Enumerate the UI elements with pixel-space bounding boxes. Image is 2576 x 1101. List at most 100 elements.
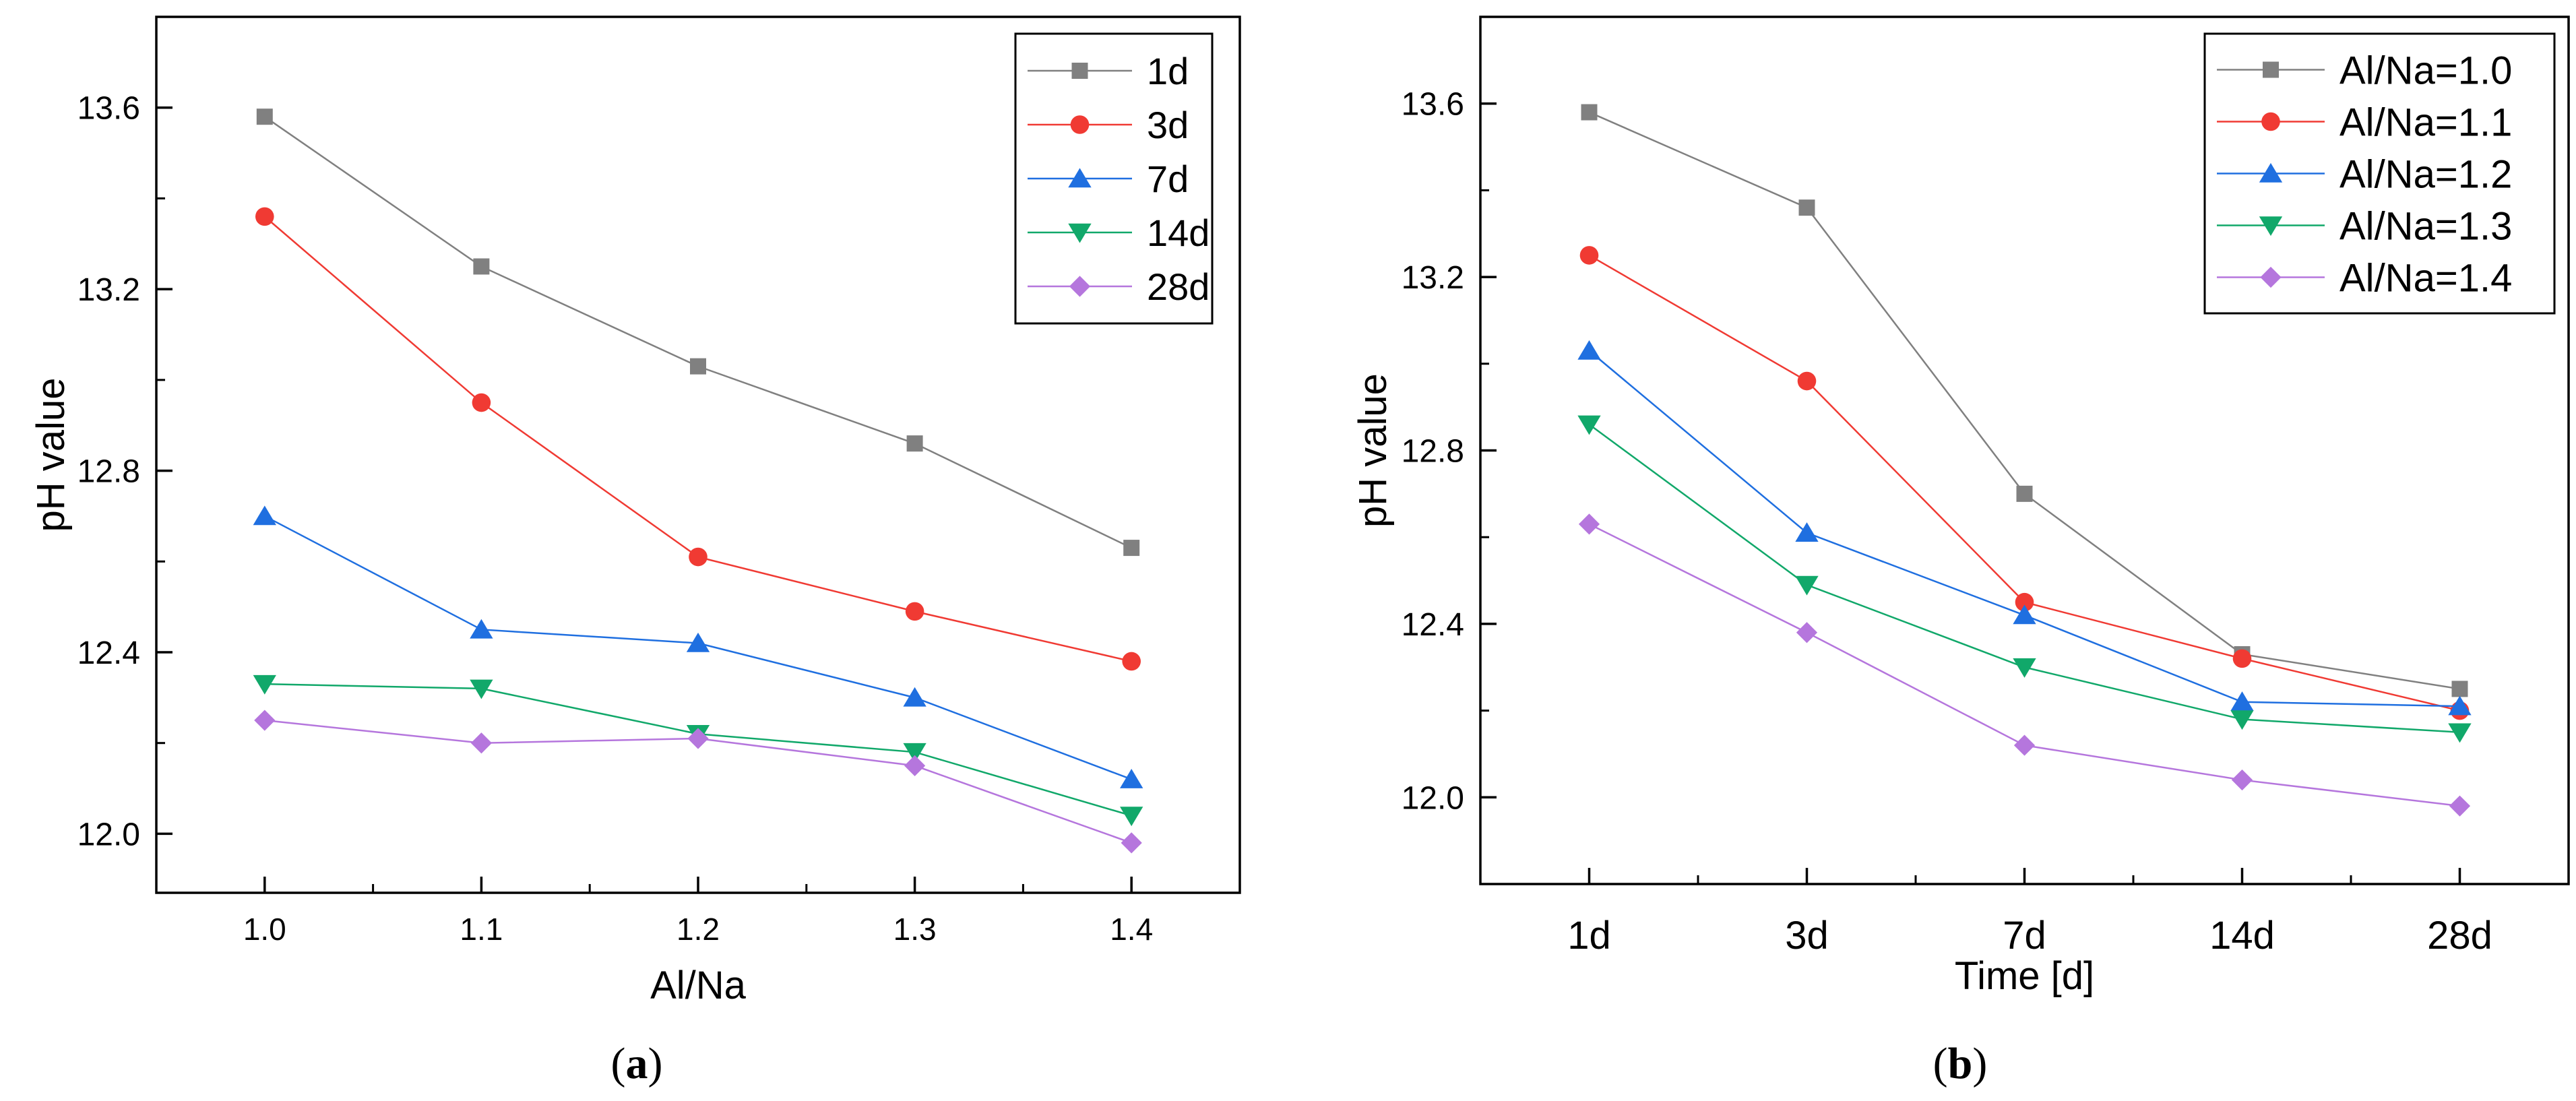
- legend: Al/Na=1.0 Al/Na=1.1 Al/Na=1.2 Al/Na=1.3 Al/N…: [2203, 32, 2556, 315]
- y-tick-label: 13.2: [77, 272, 140, 308]
- legend-label: 7d: [1147, 158, 1189, 200]
- y-tick-label: 13.6: [1402, 87, 1464, 123]
- series-Al/Na=1.3: [1577, 415, 2472, 743]
- legend-label: Al/Na=1.4: [2339, 256, 2512, 300]
- series-Al/Na=1.2: [1577, 340, 2472, 716]
- y-tick-label: 12.0: [1402, 780, 1464, 816]
- data-point: [1120, 769, 1143, 788]
- data-point: [1121, 832, 1142, 854]
- data-point: [687, 728, 709, 749]
- panel-letter: b: [1948, 1039, 1973, 1088]
- data-point: [470, 732, 492, 754]
- data-point: [2231, 769, 2253, 791]
- x-tick-label: 14d: [2209, 914, 2275, 957]
- x-axis-label: Time [d]: [1955, 954, 2094, 998]
- x-tick-label: 28d: [2427, 914, 2492, 957]
- data-point: [906, 435, 923, 452]
- data-point: [2448, 695, 2472, 716]
- series-7d: [253, 505, 1143, 788]
- data-point: [903, 743, 926, 763]
- series-28d: [254, 710, 1142, 854]
- data-point: [1120, 807, 1143, 827]
- legend-marker: [1068, 168, 1092, 188]
- y-axis-label: pH value: [1351, 373, 1395, 528]
- data-point: [2016, 485, 2033, 502]
- legend: 1d 3d 7d 14d 28d: [1014, 32, 1214, 325]
- legend-marker: [1069, 276, 1091, 297]
- y-tick-label: 13.2: [1402, 260, 1464, 296]
- data-point: [2232, 649, 2252, 668]
- legend-marker: [1070, 115, 1090, 134]
- y-tick-label: 13.6: [77, 91, 140, 127]
- data-point: [253, 505, 276, 526]
- data-point: [2230, 710, 2254, 730]
- data-point: [1798, 199, 1815, 216]
- data-point: [1578, 513, 1600, 535]
- legend-label: 1d: [1147, 50, 1189, 92]
- data-point: [2013, 734, 2036, 756]
- x-axis-label: Al/Na: [650, 964, 747, 1007]
- data-point: [686, 632, 710, 652]
- data-point: [2448, 723, 2472, 743]
- legend-marker: [1071, 63, 1088, 79]
- y-tick-label: 12.4: [1402, 607, 1464, 643]
- data-point: [2015, 592, 2034, 612]
- legend-marker: [2260, 266, 2282, 288]
- data-point: [1581, 104, 1598, 121]
- x-tick-label: 1d: [1567, 914, 1611, 957]
- panel-letter: a: [626, 1039, 648, 1088]
- legend-marker: [2263, 61, 2279, 78]
- panel-caption: (b): [1933, 1039, 1988, 1088]
- x-tick-label: 1.0: [243, 912, 286, 947]
- series-line: [1588, 423, 2460, 734]
- series-Al/Na=1.0: [1581, 104, 2468, 697]
- y-tick-label: 12.8: [1402, 434, 1464, 470]
- data-point: [1577, 415, 1601, 435]
- data-point: [1797, 371, 1817, 391]
- data-point: [254, 710, 276, 731]
- x-tick-label: 1.3: [893, 912, 937, 947]
- legend-marker: [2259, 216, 2283, 237]
- data-point: [472, 393, 491, 412]
- data-point: [1577, 340, 1601, 360]
- data-point: [473, 258, 490, 275]
- series-line: [1588, 254, 2460, 712]
- data-point: [689, 547, 708, 567]
- legend-marker: [2261, 112, 2280, 131]
- y-tick-label: 12.8: [77, 454, 140, 490]
- panel-caption: (a): [611, 1039, 663, 1088]
- data-point: [1122, 652, 1141, 671]
- data-point: [1123, 540, 1140, 557]
- series-Al/Na=1.1: [1579, 246, 2470, 720]
- data-point: [2013, 604, 2036, 625]
- data-point: [690, 358, 706, 375]
- legend-label: 28d: [1147, 265, 1210, 308]
- data-point: [2013, 658, 2036, 678]
- data-point: [1579, 246, 1599, 265]
- x-tick-label: 1.2: [677, 912, 720, 947]
- data-point: [470, 679, 493, 699]
- data-point: [2451, 681, 2468, 697]
- data-point: [2230, 691, 2254, 711]
- series-line: [1588, 350, 2460, 707]
- series-14d: [253, 674, 1143, 827]
- series-Al/Na=1.4: [1578, 513, 2471, 817]
- x-tick-label: 3d: [1785, 914, 1829, 957]
- x-tick-label: 7d: [2003, 914, 2046, 957]
- legend-label: Al/Na=1.0: [2339, 49, 2512, 92]
- legend-label: 14d: [1147, 212, 1210, 254]
- data-point: [905, 602, 924, 621]
- legend-label: Al/Na=1.3: [2339, 204, 2512, 248]
- series-line: [263, 216, 1132, 662]
- legend-label: Al/Na=1.1: [2339, 100, 2512, 144]
- chart-panel-b: 12.0 12.4 12.8 13.2 13.6 1d 3d 7d 14d 28d Time [d]…: [1351, 15, 2570, 1088]
- y-axis-label: pH value: [29, 378, 73, 532]
- chart-panel-a: 12.0 12.4 12.8 13.2 13.6 1.0 1.1 1.2 1.3 1.4 Al/Na…: [29, 15, 1241, 1088]
- data-point: [903, 687, 926, 707]
- data-point: [1796, 622, 1818, 643]
- data-point: [470, 619, 493, 639]
- data-point: [904, 755, 926, 776]
- legend-label: Al/Na=1.2: [2339, 152, 2512, 196]
- data-point: [255, 207, 274, 226]
- y-tick-label: 12.0: [77, 817, 140, 852]
